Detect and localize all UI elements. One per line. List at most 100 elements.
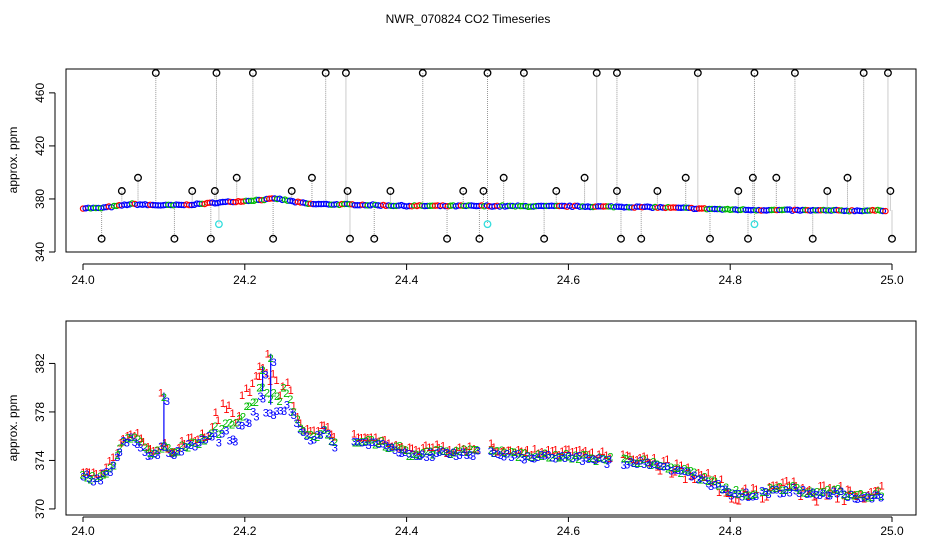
series-3-point: 3 xyxy=(107,467,113,479)
series-2-point: 2 xyxy=(729,488,735,500)
series-1-point: 1 xyxy=(315,425,321,437)
series-3-point: 3 xyxy=(827,490,833,502)
series-1-point: 1 xyxy=(230,408,236,420)
series-1-point: 1 xyxy=(115,447,121,459)
series-1-point: 1 xyxy=(524,445,530,457)
outlier-point xyxy=(134,173,142,182)
series-2-point: 2 xyxy=(743,491,749,503)
series-3-point: 3 xyxy=(209,432,215,444)
series-1-point: 1 xyxy=(750,482,756,494)
series-2-point: 2 xyxy=(94,473,100,485)
series-1-point: 1 xyxy=(220,398,226,410)
series-2-point: 2 xyxy=(746,490,752,502)
series-1-point: 1 xyxy=(93,469,99,481)
series-1-point: 1 xyxy=(457,442,463,454)
series-2-point: 2 xyxy=(657,460,663,472)
series-1-point: 1 xyxy=(365,433,371,445)
series-2-point: 2 xyxy=(244,401,250,413)
series-3-point: 3 xyxy=(470,451,476,463)
series-1-point: 1 xyxy=(223,404,229,416)
series-3-point: 3 xyxy=(467,449,473,461)
series-1-point: 1 xyxy=(858,489,864,501)
series-2-point: 2 xyxy=(854,490,860,502)
series-3-point: 3 xyxy=(592,455,598,467)
series-1-point: 1 xyxy=(420,443,426,455)
series-2-point: 2 xyxy=(400,444,406,456)
series-2-point: 2 xyxy=(97,471,103,483)
series-1-point: 1 xyxy=(270,369,276,381)
outlier-point xyxy=(552,187,561,195)
series-3-point: 3 xyxy=(695,475,701,487)
series-2-point: 2 xyxy=(314,432,320,444)
series-3-point: 3 xyxy=(817,490,823,502)
series-3-point: 3 xyxy=(634,459,640,471)
series-1-point: 1 xyxy=(179,435,185,447)
series-2-point: 2 xyxy=(810,488,816,500)
series-2-point: 2 xyxy=(389,443,395,455)
series-3-point: 3 xyxy=(865,491,871,503)
series-2-point: 2 xyxy=(256,383,262,395)
series-3-point: 3 xyxy=(166,448,172,460)
series-1-point: 1 xyxy=(273,375,279,387)
series-2-point: 2 xyxy=(559,452,565,464)
series-1-point: 1 xyxy=(566,444,572,456)
series-1-point: 1 xyxy=(817,480,823,492)
series-1-point: 1 xyxy=(86,467,92,479)
series-1-point: 1 xyxy=(624,450,630,462)
series-3-point: 3 xyxy=(519,453,525,465)
series-3-point: 3 xyxy=(641,459,647,471)
outlier-point xyxy=(212,69,221,77)
series-1-point: 1 xyxy=(232,417,238,429)
series-2-point: 2 xyxy=(169,446,175,458)
series-1-point: 1 xyxy=(777,483,783,495)
series-3-point: 3 xyxy=(236,420,242,432)
series-2-point: 2 xyxy=(290,406,296,418)
series-1-point: 1 xyxy=(759,494,765,506)
series-3-point: 3 xyxy=(672,465,678,477)
series-1-point: 1 xyxy=(288,385,294,397)
series-2-point: 2 xyxy=(324,429,330,441)
series-3-point: 3 xyxy=(464,450,470,462)
series-1-point: 1 xyxy=(861,494,867,506)
outlier-point xyxy=(706,234,714,243)
series-1-point: 1 xyxy=(847,485,853,497)
series-1-point: 1 xyxy=(620,449,626,461)
top-x-axis: 24.0 24.2 24.4 24.6 24.8 25.0 xyxy=(71,263,904,287)
series-1-point: 1 xyxy=(845,484,851,496)
x-tick-label: 24.2 xyxy=(233,273,257,287)
series-3-point: 3 xyxy=(103,467,109,479)
outlier-point xyxy=(418,69,427,77)
series-3-point: 3 xyxy=(854,494,860,506)
series-3-point: 3 xyxy=(875,490,881,502)
series-2-point: 2 xyxy=(352,437,358,449)
series-1-point: 1 xyxy=(712,473,718,485)
series-2-point: 2 xyxy=(504,449,510,461)
series-1-point: 1 xyxy=(199,428,205,440)
series-3-point: 3 xyxy=(128,432,134,444)
series-3-point: 3 xyxy=(872,490,878,502)
series-3-point: 3 xyxy=(223,425,229,437)
series-1-point: 1 xyxy=(430,442,436,454)
series-3-point: 3 xyxy=(230,434,236,446)
series-2-point: 2 xyxy=(298,423,304,435)
series-1-point: 1 xyxy=(294,411,300,423)
series-1-point: 1 xyxy=(852,490,858,502)
series-1-point: 1 xyxy=(831,484,837,496)
series-3-point: 3 xyxy=(152,448,158,460)
series-2-point: 2 xyxy=(461,444,467,456)
x-tick-label: 25.0 xyxy=(880,273,904,287)
series-1-point: 1 xyxy=(651,453,657,465)
series-1-point: 1 xyxy=(688,470,694,482)
series-1-point: 1 xyxy=(140,436,146,448)
series-2-point: 2 xyxy=(393,441,399,453)
series-3-point: 3 xyxy=(267,408,273,420)
series-1-point: 1 xyxy=(189,432,195,444)
series-1-point: 1 xyxy=(358,432,364,444)
series-3-point: 3 xyxy=(511,449,517,461)
outlier-point xyxy=(592,69,601,77)
series-2-point: 2 xyxy=(237,414,243,426)
series-3-point: 3 xyxy=(456,450,462,462)
series-1-point: 1 xyxy=(118,438,124,450)
series-2-point: 2 xyxy=(365,435,371,447)
outlier-point xyxy=(843,173,852,182)
